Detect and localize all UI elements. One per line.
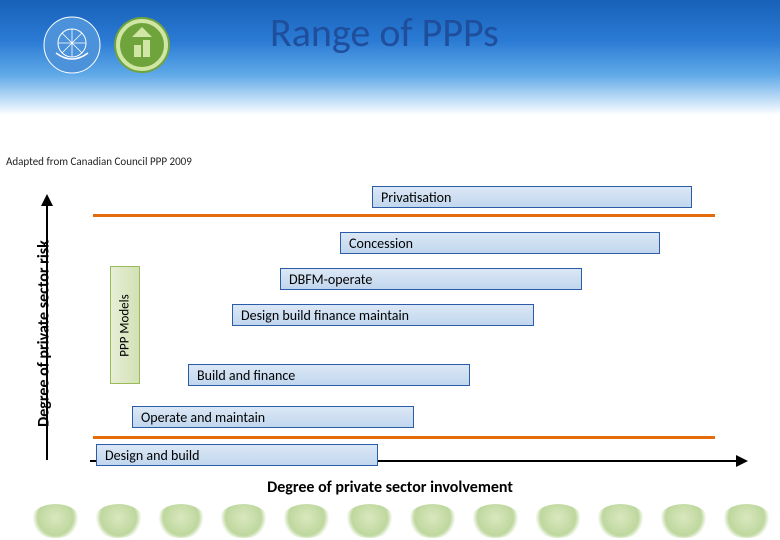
un-logo xyxy=(42,15,102,75)
source-note: Adapted from Canadian Council PPP 2009 xyxy=(6,155,192,168)
ppp-models-label: PPP Models xyxy=(118,294,133,356)
ppp-models-bracket: PPP Models xyxy=(110,266,140,384)
ppp-range-line-bottom xyxy=(93,436,715,439)
ppp-range-diagram: Degree of private sector risk Degree of … xyxy=(30,180,750,500)
green-economy-logo xyxy=(112,15,172,75)
diagram-canvas: PPP Models PrivatisationConcessionDBFM-o… xyxy=(90,204,728,460)
header-band: Range of PPPs xyxy=(0,0,780,115)
model-box-design-build: Design and build xyxy=(96,444,378,466)
model-box-privatisation: Privatisation xyxy=(372,186,692,208)
model-box-dbfm: Design build finance maintain xyxy=(232,304,534,326)
page-title: Range of PPPs xyxy=(270,8,499,57)
model-box-build-finance: Build and finance xyxy=(188,364,470,386)
model-box-operate-maintain: Operate and maintain xyxy=(132,406,414,428)
model-box-concession: Concession xyxy=(340,232,660,254)
y-axis-label: Degree of private sector risk xyxy=(35,214,54,454)
ppp-range-line-top xyxy=(93,214,715,217)
model-box-dbfm-operate: DBFM-operate xyxy=(280,268,582,290)
footer-decorative-icons xyxy=(30,504,772,538)
x-axis-label: Degree of private sector involvement xyxy=(30,478,750,497)
